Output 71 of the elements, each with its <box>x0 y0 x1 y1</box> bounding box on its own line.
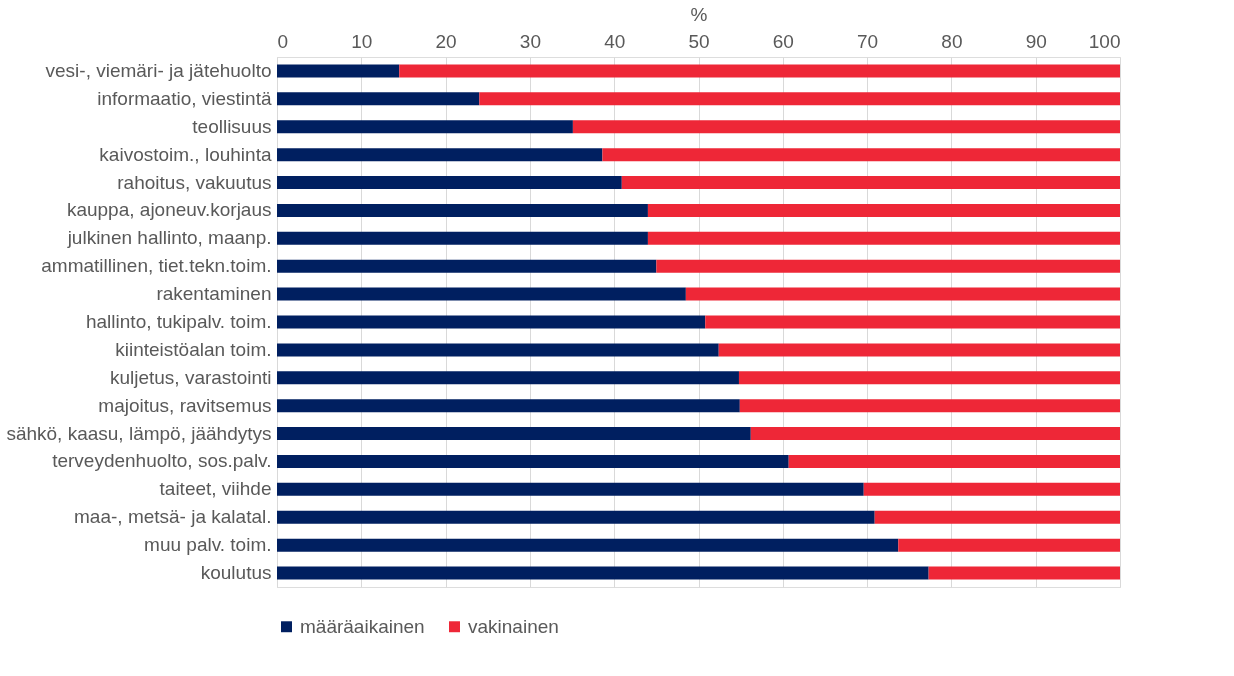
bar <box>277 343 719 357</box>
bar <box>277 259 657 273</box>
y-tick-label: julkinen hallinto, maanp. <box>66 227 272 249</box>
bar <box>277 482 864 496</box>
bar <box>739 399 1120 413</box>
y-tick-label: kiinteistöalan toim. <box>115 338 272 360</box>
y-tick-label: majoitus, ravitsemus <box>98 394 272 416</box>
y-tick-label: informaatio, viestintä <box>97 87 272 109</box>
y-tick-label: maa-, metsä- ja kalatal. <box>74 506 272 528</box>
bar <box>277 454 789 468</box>
bar <box>863 482 1120 496</box>
bar <box>685 287 1120 301</box>
bar <box>277 510 875 524</box>
bar <box>277 203 648 217</box>
y-tick-label: sähkö, kaasu, lämpö, jäähdytys <box>6 422 272 444</box>
bar <box>277 120 573 134</box>
y-tick-label: kauppa, ajoneuv.korjaus <box>66 199 272 221</box>
y-tick-label: hallinto, tukipalv. toim. <box>85 311 272 332</box>
bar <box>277 315 706 329</box>
bar <box>928 566 1120 580</box>
x-tick-label: 70 <box>857 30 879 52</box>
y-tick-label: ammatillinen, tiet.tekn.toim. <box>41 255 272 277</box>
x-tick-label: 90 <box>1025 30 1047 52</box>
bar <box>705 315 1120 329</box>
x-axis-title: % <box>690 3 708 25</box>
bar <box>277 64 400 78</box>
bar <box>656 259 1120 273</box>
bar <box>277 566 929 580</box>
y-tick-label: kaivostoim., louhinta <box>99 143 272 165</box>
y-tick-label: muu palv. toim. <box>144 534 272 556</box>
bar <box>399 64 1120 78</box>
bar <box>277 92 480 106</box>
y-tick-label: rahoitus, vakuutus <box>117 171 272 193</box>
x-tick-label: 60 <box>772 30 794 52</box>
x-tick-label: 20 <box>435 30 457 52</box>
bar <box>277 427 751 441</box>
legend-label: määräaikainen <box>300 615 425 637</box>
bar <box>277 538 899 552</box>
bar <box>277 287 686 301</box>
bar <box>750 427 1120 441</box>
x-tick-label: 80 <box>941 30 963 52</box>
x-tick-label: 10 <box>351 30 373 52</box>
bar <box>738 371 1120 385</box>
y-tick-label: taiteet, viihde <box>159 478 272 500</box>
y-tick-label: terveydenhuolto, sos.palv. <box>52 450 272 472</box>
bar <box>277 371 739 385</box>
legend-label: vakinainen <box>468 615 559 637</box>
bar <box>277 231 648 245</box>
bar <box>718 343 1120 357</box>
x-tick-label: 0 <box>277 30 289 52</box>
bar <box>898 538 1120 552</box>
bar <box>647 231 1120 245</box>
bar <box>647 203 1120 217</box>
bar <box>788 454 1120 468</box>
y-tick-label: kuljetus, varastointi <box>109 366 272 388</box>
bar <box>572 120 1120 134</box>
bar <box>277 399 740 413</box>
y-tick-label: rakentaminen <box>156 283 272 305</box>
y-tick-label: koulutus <box>200 562 272 584</box>
x-tick-label: 50 <box>688 30 710 52</box>
y-tick-label: vesi-, viemäri- ja jätehuolto <box>45 59 272 81</box>
y-tick-label: teollisuus <box>192 115 272 137</box>
bar <box>479 92 1120 106</box>
x-tick-label: 40 <box>604 30 626 52</box>
bar <box>602 148 1120 162</box>
bar <box>621 176 1120 190</box>
x-tick-label: 100 <box>1088 30 1121 52</box>
bar <box>277 176 622 190</box>
bar <box>277 148 603 162</box>
x-tick-label: 30 <box>519 30 541 52</box>
bar <box>874 510 1120 524</box>
